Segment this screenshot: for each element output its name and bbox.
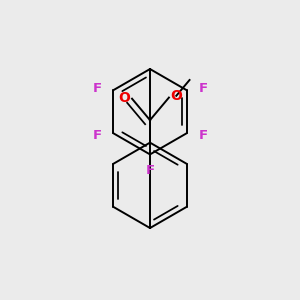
Text: F: F — [199, 129, 208, 142]
Text: F: F — [146, 164, 154, 177]
Text: F: F — [92, 82, 101, 94]
Text: F: F — [92, 129, 101, 142]
Text: F: F — [199, 82, 208, 94]
Text: O: O — [170, 89, 182, 103]
Text: O: O — [118, 91, 130, 104]
